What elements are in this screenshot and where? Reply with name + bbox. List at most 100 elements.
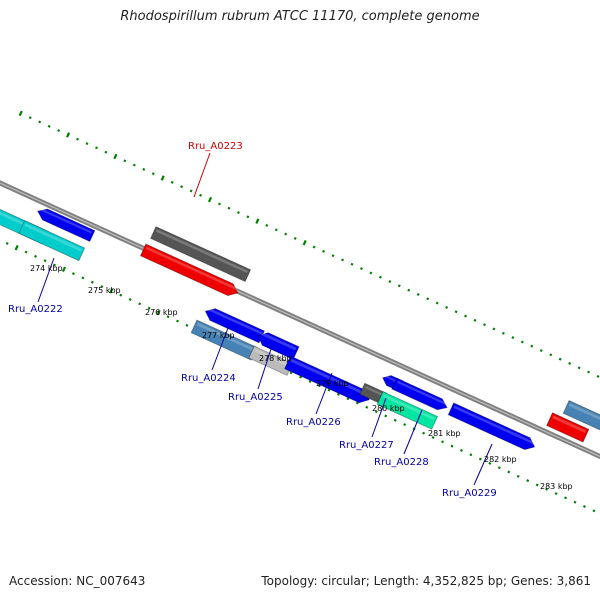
scale-label: 275 kbp <box>88 286 121 295</box>
tick-mark <box>549 353 553 357</box>
leader-line <box>371 397 387 438</box>
scale-label: 276 kbp <box>145 308 178 317</box>
scale-label: 283 kbp <box>540 482 573 491</box>
tick-mark <box>554 492 558 496</box>
tick-mark <box>189 189 193 193</box>
tick-mark <box>147 306 151 310</box>
tick-mark <box>369 271 373 275</box>
tick-mark <box>501 331 505 335</box>
tick-mark <box>435 301 439 305</box>
tick-mark <box>393 418 397 422</box>
gene-feature <box>546 412 590 443</box>
tick-mark <box>18 110 23 117</box>
tick-mark <box>441 440 444 444</box>
tick-mark <box>34 254 38 258</box>
leader-line <box>37 257 55 303</box>
tick-mark <box>28 116 32 120</box>
tick-mark <box>166 315 170 319</box>
tick-mark <box>71 272 75 276</box>
gene-feature <box>376 391 439 430</box>
tick-mark <box>469 453 473 457</box>
tick-mark <box>47 124 51 128</box>
tick-mark <box>511 336 515 340</box>
tick-mark <box>384 414 388 418</box>
tick-mark <box>109 288 114 294</box>
tick-mark <box>507 470 511 474</box>
gene-feature <box>18 220 86 262</box>
tick-mark <box>293 236 297 240</box>
tick-mark <box>246 215 250 219</box>
tick-mark <box>526 479 530 483</box>
scale-label: 282 kbp <box>484 455 517 464</box>
leader-line <box>257 345 273 390</box>
outer-tick-ring <box>18 110 600 378</box>
tick-mark <box>577 366 581 370</box>
scale-labels: 274 kbp 275 kbp 276 kbp 277 kbp 278 kbp 279 k… <box>30 264 573 491</box>
scale-label: 278 kbp <box>259 354 292 363</box>
tick-mark <box>558 357 562 361</box>
tick-mark <box>473 318 477 322</box>
tick-mark <box>445 305 449 309</box>
tick-mark <box>142 167 146 171</box>
tick-mark <box>95 146 98 150</box>
tick-mark <box>66 132 71 138</box>
tick-mark <box>403 423 407 427</box>
tick-mark <box>123 159 127 163</box>
tick-mark <box>156 309 161 316</box>
leader-line <box>193 152 211 198</box>
tick-mark <box>227 206 231 210</box>
tick-mark <box>160 175 165 181</box>
tick-mark <box>568 362 572 365</box>
gene-features <box>0 205 600 451</box>
tick-mark <box>322 249 326 253</box>
tick-mark <box>85 142 89 145</box>
tick-mark <box>587 370 591 374</box>
tick-mark <box>564 496 568 500</box>
tick-mark <box>81 276 85 280</box>
tick-mark <box>407 288 411 292</box>
tick-mark <box>459 448 463 452</box>
gene-label: Rru_A0229 <box>442 488 497 499</box>
tick-mark <box>138 302 142 306</box>
tick-mark <box>365 405 369 409</box>
tick-mark <box>492 327 496 331</box>
tick-mark <box>289 371 293 375</box>
gene-feature <box>37 208 96 243</box>
tick-mark <box>151 172 155 176</box>
gene-label: Rru_A0227 <box>339 440 394 451</box>
tick-mark <box>100 285 104 289</box>
tick-mark <box>397 284 401 288</box>
tick-mark <box>43 259 47 263</box>
tick-mark <box>302 239 307 246</box>
gene-feature <box>139 243 239 297</box>
tick-mark <box>180 185 184 189</box>
tick-mark <box>530 344 534 348</box>
tick-mark <box>450 444 454 448</box>
tick-mark <box>38 120 42 124</box>
tick-mark <box>274 228 278 232</box>
gene-label: Rru_A0224 <box>181 373 236 384</box>
tick-mark <box>53 263 56 267</box>
gene-feature <box>150 226 252 283</box>
tick-mark <box>318 384 321 388</box>
tick-mark <box>341 258 344 262</box>
label-leader-lines <box>37 152 493 486</box>
accession-text: Accession: NC_007643 <box>9 574 146 588</box>
tick-mark <box>218 202 221 206</box>
tick-mark <box>90 280 94 284</box>
tick-mark <box>199 193 203 197</box>
leader-line <box>473 443 493 486</box>
leader-line <box>211 327 229 371</box>
map-title: Rhodospirillum rubrum ATCC 11170, comple… <box>120 9 480 24</box>
tick-mark <box>596 374 600 378</box>
tick-mark <box>583 505 586 508</box>
tick-mark <box>170 180 174 184</box>
scale-label: 281 kbp <box>428 429 461 438</box>
tick-mark <box>236 211 240 214</box>
tick-mark <box>207 196 213 203</box>
gene-label: Rru_A0223 <box>188 141 243 152</box>
tick-mark <box>422 431 426 435</box>
tick-mark <box>545 487 549 491</box>
tick-mark <box>284 232 288 236</box>
